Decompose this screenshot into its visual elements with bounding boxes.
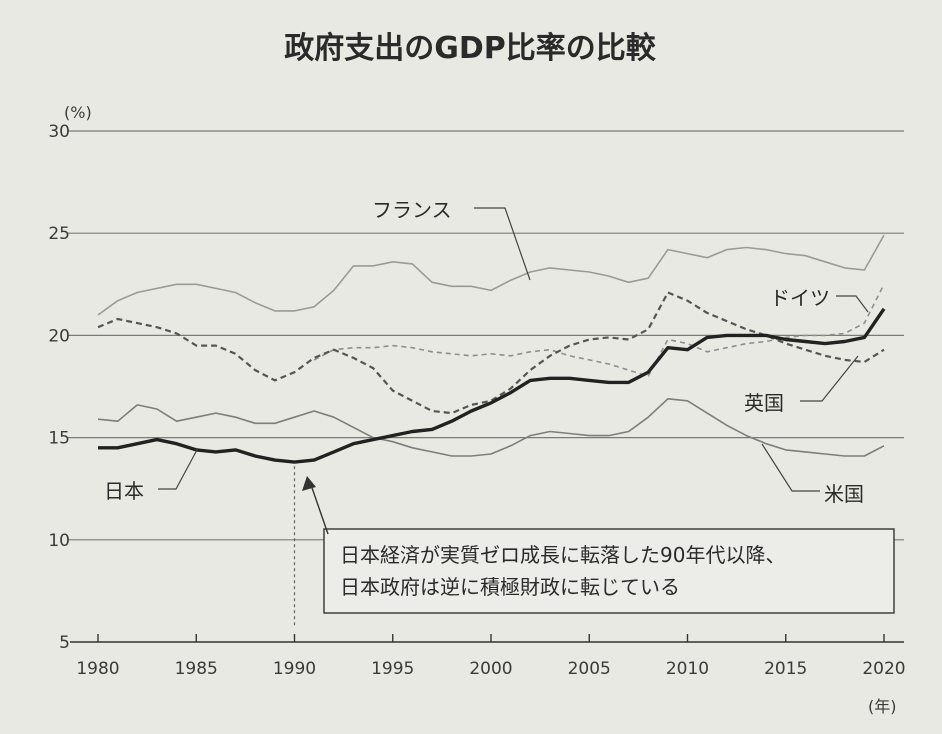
grid [68, 130, 904, 541]
series-label: フランス [372, 198, 452, 222]
series-label-leader [800, 355, 859, 402]
y-axis-unit: (%) [64, 103, 92, 122]
x-tick-label: 1995 [371, 659, 414, 679]
x-tick-label: 2005 [568, 659, 611, 679]
series-line-4 [97, 398, 885, 457]
annotation-arrow-line [309, 481, 329, 535]
y-tick-label: 25 [48, 224, 70, 244]
series-label-leader [158, 447, 199, 490]
y-tick-label: 15 [48, 429, 70, 449]
series-label: 日本 [104, 479, 144, 503]
chart-title: 政府支出のGDP比率の比較 [284, 31, 657, 66]
x-axis-unit: (年) [868, 697, 897, 716]
series-label: 英国 [744, 391, 784, 415]
annotation-line-2: 日本政府は逆に積極財政に転じている [340, 575, 680, 599]
x-tick-label: 2015 [764, 659, 807, 679]
x-axis: 1980 1985 1990 1995 2000 2005 2010 2015 2020 [70, 634, 906, 679]
x-tick-label: 2020 [862, 659, 905, 679]
annotation-arrowhead [302, 476, 316, 491]
annotation-box [323, 528, 895, 614]
series-label-leader [836, 295, 869, 313]
series-lines [97, 234, 886, 464]
y-axis-ticks: 5 10 15 20 25 30 [48, 122, 70, 653]
x-tick-label: 2000 [469, 659, 512, 679]
y-tick-label: 20 [48, 326, 70, 346]
series-label: ドイツ [770, 286, 830, 310]
annotation-line-1: 日本経済が実質ゼロ成長に転落した90年代以降、 [340, 543, 785, 567]
series-label-leader [761, 443, 820, 492]
x-tick-label: 1990 [273, 659, 316, 679]
y-tick-label: 5 [59, 633, 70, 653]
x-tick-label: 2010 [666, 659, 709, 679]
y-tick-label: 30 [48, 122, 70, 142]
series-line-3 [313, 283, 885, 378]
series-line-5 [98, 307, 886, 464]
series-line-1 [97, 234, 885, 316]
series-label-leader [474, 207, 531, 281]
series-label: 米国 [824, 482, 864, 506]
series-line-2 [97, 291, 885, 415]
y-tick-label: 10 [48, 531, 70, 551]
annotation: 日本経済が実質ゼロ成長に転落した90年代以降、 日本政府は逆に積極財政に転じてい… [293, 466, 895, 626]
x-tick-label: 1980 [76, 659, 119, 679]
x-tick-label: 1985 [175, 659, 218, 679]
